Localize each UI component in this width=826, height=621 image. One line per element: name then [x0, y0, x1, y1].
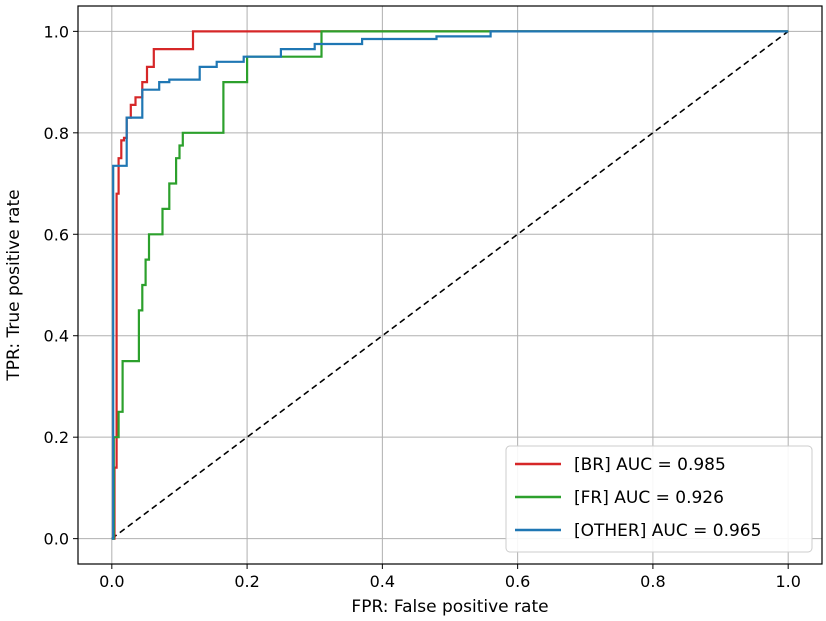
y-axis-ticks: 0.0 0.2 0.4 0.6 0.8 1.0: [44, 22, 78, 549]
y-tick-label: 0.6: [44, 225, 69, 244]
y-tick-label: 1.0: [44, 22, 69, 41]
x-tick-label: 0.8: [640, 572, 665, 591]
chance-diagonal: [111, 30, 789, 540]
legend: [BR] AUC = 0.985 [FR] AUC = 0.926 [OTHER] …: [505, 445, 813, 553]
plot-frame: [77, 5, 823, 565]
x-tick-label: 0.2: [234, 572, 259, 591]
x-tick-label: 0.0: [99, 572, 124, 591]
y-tick-label: 0.4: [44, 327, 69, 346]
x-axis-label: FPR: False positive rate: [351, 597, 548, 617]
legend-label-other: [OTHER] AUC = 0.965: [574, 521, 761, 541]
x-tick-label: 1.0: [775, 572, 800, 591]
series-line-br: [111, 30, 789, 540]
series-line-fr: [111, 30, 789, 540]
series-layer: [111, 30, 789, 540]
x-tick-label: 0.6: [505, 572, 530, 591]
y-tick-label: 0.2: [44, 428, 69, 447]
legend-label-br: [BR] AUC = 0.985: [574, 455, 726, 475]
x-tick-label: 0.4: [370, 572, 395, 591]
grid: [78, 6, 822, 564]
legend-box: [505, 445, 813, 553]
legend-label-fr: [FR] AUC = 0.926: [574, 488, 724, 508]
y-tick-label: 0.8: [44, 124, 69, 143]
y-tick-label: 0.0: [44, 530, 69, 549]
series-line-other: [111, 30, 789, 540]
x-axis-ticks: 0.0 0.2 0.4 0.6 0.8 1.0: [99, 564, 801, 591]
y-axis-label: TPR: True positive rate: [4, 189, 24, 381]
